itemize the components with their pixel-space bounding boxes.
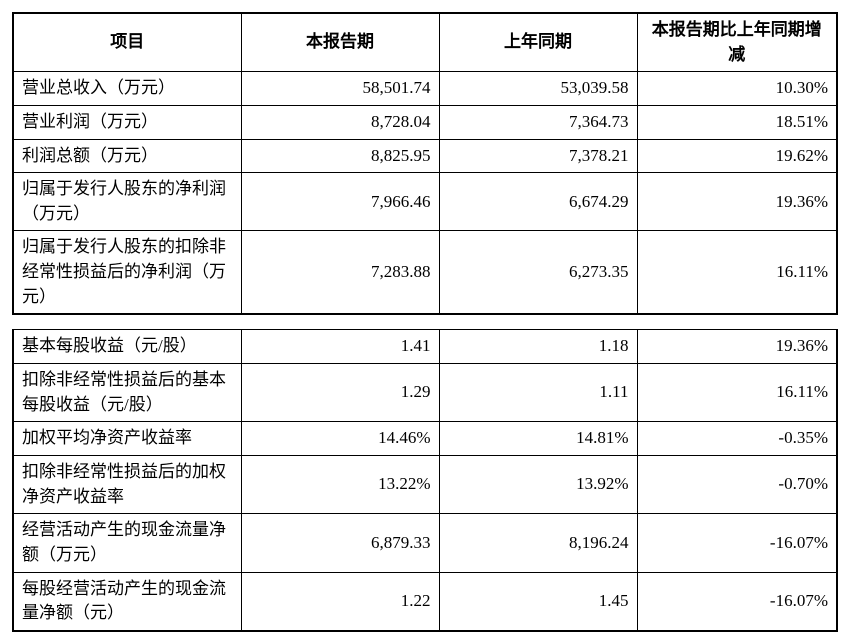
section-gap bbox=[12, 315, 838, 329]
row-label: 营业利润（万元） bbox=[13, 105, 241, 139]
cell-current: 8,728.04 bbox=[241, 105, 439, 139]
col-header-prior: 上年同期 bbox=[439, 13, 637, 72]
cell-current: 1.29 bbox=[241, 364, 439, 422]
table-row: 归属于发行人股东的净利润（万元） 7,966.46 6,674.29 19.36… bbox=[13, 173, 837, 231]
table-row: 归属于发行人股东的扣除非经常性损益后的净利润（万元） 7,283.88 6,27… bbox=[13, 231, 837, 314]
row-label: 营业总收入（万元） bbox=[13, 72, 241, 106]
cell-prior: 6,273.35 bbox=[439, 231, 637, 314]
cell-change: 16.11% bbox=[637, 364, 837, 422]
table-row: 扣除非经常性损益后的基本每股收益（元/股） 1.29 1.11 16.11% bbox=[13, 364, 837, 422]
cell-prior: 6,674.29 bbox=[439, 173, 637, 231]
cell-current: 14.46% bbox=[241, 422, 439, 456]
row-label: 利润总额（万元） bbox=[13, 139, 241, 173]
cell-current: 7,283.88 bbox=[241, 231, 439, 314]
financial-table-section-1: 项目 本报告期 上年同期 本报告期比上年同期增减 营业总收入（万元） 58,50… bbox=[12, 12, 838, 315]
table-row: 加权平均净资产收益率 14.46% 14.81% -0.35% bbox=[13, 422, 837, 456]
col-header-item: 项目 bbox=[13, 13, 241, 72]
table-row: 营业总收入（万元） 58,501.74 53,039.58 10.30% bbox=[13, 72, 837, 106]
cell-change: -16.07% bbox=[637, 572, 837, 631]
row-label: 经营活动产生的现金流量净额（万元） bbox=[13, 514, 241, 572]
table-header-row: 项目 本报告期 上年同期 本报告期比上年同期增减 bbox=[13, 13, 837, 72]
row-label: 归属于发行人股东的扣除非经常性损益后的净利润（万元） bbox=[13, 231, 241, 314]
cell-prior: 14.81% bbox=[439, 422, 637, 456]
cell-current: 8,825.95 bbox=[241, 139, 439, 173]
cell-prior: 7,378.21 bbox=[439, 139, 637, 173]
cell-current: 1.41 bbox=[241, 330, 439, 364]
table-row: 基本每股收益（元/股） 1.41 1.18 19.36% bbox=[13, 330, 837, 364]
cell-change: 19.36% bbox=[637, 173, 837, 231]
col-header-current: 本报告期 bbox=[241, 13, 439, 72]
cell-change: 10.30% bbox=[637, 72, 837, 106]
table-row: 扣除非经常性损益后的加权净资产收益率 13.22% 13.92% -0.70% bbox=[13, 455, 837, 513]
cell-prior: 1.11 bbox=[439, 364, 637, 422]
cell-prior: 1.18 bbox=[439, 330, 637, 364]
cell-current: 6,879.33 bbox=[241, 514, 439, 572]
col-header-change: 本报告期比上年同期增减 bbox=[637, 13, 837, 72]
table-row: 经营活动产生的现金流量净额（万元） 6,879.33 8,196.24 -16.… bbox=[13, 514, 837, 572]
cell-change: 18.51% bbox=[637, 105, 837, 139]
row-label: 每股经营活动产生的现金流量净额（元） bbox=[13, 572, 241, 631]
row-label: 扣除非经常性损益后的基本每股收益（元/股） bbox=[13, 364, 241, 422]
cell-change: 16.11% bbox=[637, 231, 837, 314]
cell-prior: 8,196.24 bbox=[439, 514, 637, 572]
table-row: 每股经营活动产生的现金流量净额（元） 1.22 1.45 -16.07% bbox=[13, 572, 837, 631]
cell-prior: 7,364.73 bbox=[439, 105, 637, 139]
cell-prior: 1.45 bbox=[439, 572, 637, 631]
cell-current: 7,966.46 bbox=[241, 173, 439, 231]
cell-prior: 13.92% bbox=[439, 455, 637, 513]
row-label: 加权平均净资产收益率 bbox=[13, 422, 241, 456]
table-row: 营业利润（万元） 8,728.04 7,364.73 18.51% bbox=[13, 105, 837, 139]
cell-prior: 53,039.58 bbox=[439, 72, 637, 106]
row-label: 扣除非经常性损益后的加权净资产收益率 bbox=[13, 455, 241, 513]
cell-change: -0.70% bbox=[637, 455, 837, 513]
cell-current: 58,501.74 bbox=[241, 72, 439, 106]
cell-current: 13.22% bbox=[241, 455, 439, 513]
cell-change: 19.36% bbox=[637, 330, 837, 364]
cell-change: 19.62% bbox=[637, 139, 837, 173]
row-label: 基本每股收益（元/股） bbox=[13, 330, 241, 364]
table-row: 利润总额（万元） 8,825.95 7,378.21 19.62% bbox=[13, 139, 837, 173]
financial-table-section-2: 基本每股收益（元/股） 1.41 1.18 19.36% 扣除非经常性损益后的基… bbox=[12, 329, 838, 631]
cell-current: 1.22 bbox=[241, 572, 439, 631]
cell-change: -0.35% bbox=[637, 422, 837, 456]
cell-change: -16.07% bbox=[637, 514, 837, 572]
row-label: 归属于发行人股东的净利润（万元） bbox=[13, 173, 241, 231]
